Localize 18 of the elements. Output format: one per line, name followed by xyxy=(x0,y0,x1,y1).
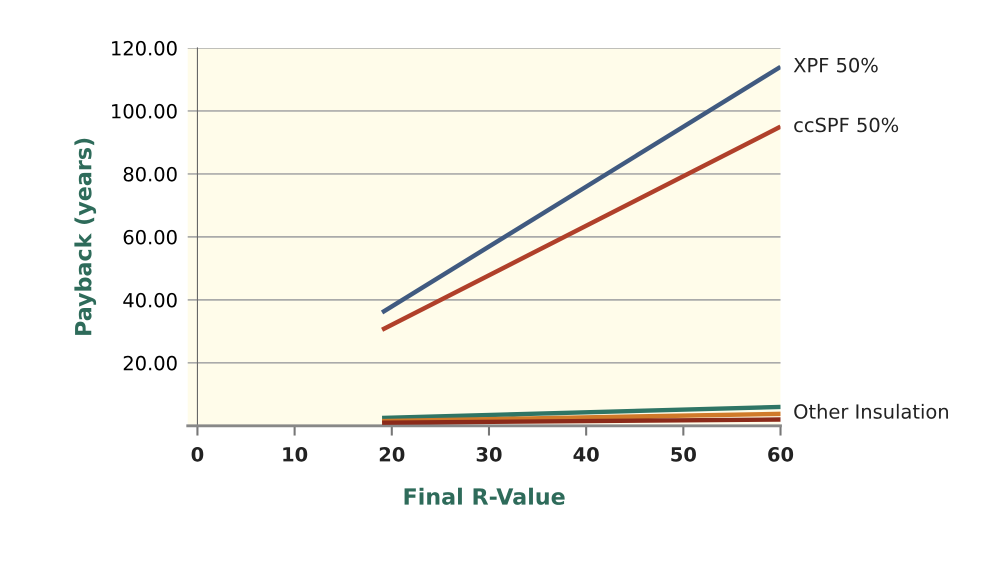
series-label: XPF 50% xyxy=(794,58,878,72)
y-tick-label: 120.00 xyxy=(112,40,177,56)
y-tick-label: 80.00 xyxy=(124,166,177,182)
y-tick-label: 100.00 xyxy=(112,104,177,119)
y-tick-label: 60.00 xyxy=(124,230,177,245)
x-tick-label: 50 xyxy=(671,446,696,462)
y-tick-label: 20.00 xyxy=(124,356,177,371)
x-tick-label: 40 xyxy=(574,446,599,462)
series-label: ccSPF 50% xyxy=(794,118,898,132)
x-axis-title: Final R-Value xyxy=(404,488,565,505)
annotation: Other Insulation xyxy=(794,404,948,419)
x-tick-label: 10 xyxy=(283,446,308,462)
x-tick-label: 60 xyxy=(768,446,794,462)
y-tick-label: 40.00 xyxy=(123,292,177,308)
x-tick-label: 20 xyxy=(380,446,404,462)
x-tick-label: 30 xyxy=(476,446,502,462)
x-tick-label: 0 xyxy=(192,446,204,462)
y-axis-title: Payback (years) xyxy=(74,138,96,335)
